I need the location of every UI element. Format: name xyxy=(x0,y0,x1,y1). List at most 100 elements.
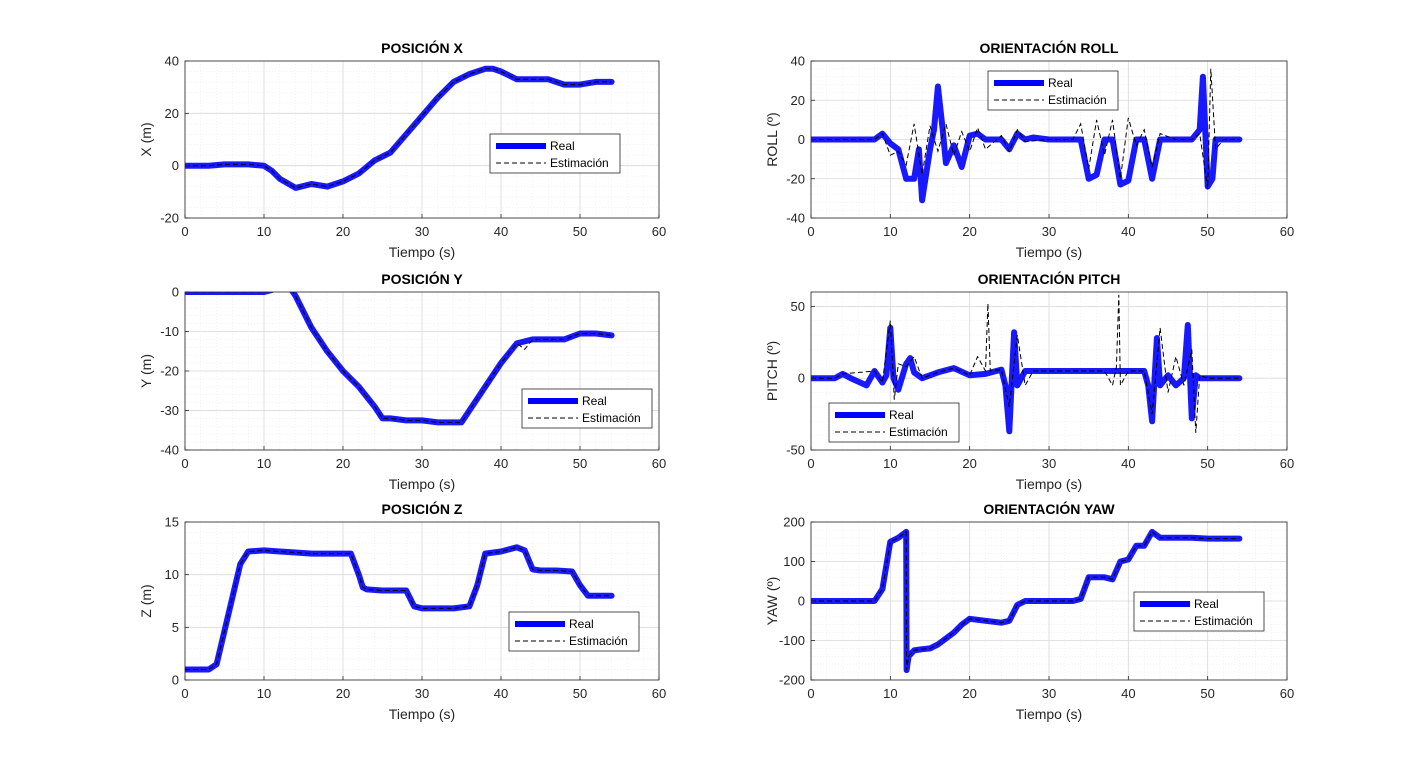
legend-real-label: Real xyxy=(550,139,575,153)
x-tick-label: 10 xyxy=(257,224,271,239)
legend-real-label: Real xyxy=(889,408,914,422)
y-tick-label: 10 xyxy=(165,567,179,582)
y-tick-label: 0 xyxy=(172,673,179,688)
x-tick-label: 60 xyxy=(652,456,666,471)
y-tick-label: 0 xyxy=(172,285,179,300)
x-tick-label: 0 xyxy=(807,224,814,239)
x-tick-label: 60 xyxy=(1280,456,1294,471)
y-tick-label: 40 xyxy=(165,54,179,69)
x-tick-label: 0 xyxy=(181,686,188,701)
x-tick-label: 10 xyxy=(883,456,897,471)
x-tick-label: 20 xyxy=(962,224,976,239)
x-tick-label: 60 xyxy=(1280,224,1294,239)
x-tick-label: 50 xyxy=(1200,224,1214,239)
x-tick-label: 30 xyxy=(1042,456,1056,471)
x-tick-label: 20 xyxy=(962,686,976,701)
chart-title: POSICIÓN Z xyxy=(382,500,463,517)
legend-real-label: Real xyxy=(1048,76,1073,90)
y-tick-label: 0 xyxy=(798,371,805,386)
legend-box xyxy=(521,388,653,429)
y-tick-label: 40 xyxy=(791,54,805,69)
x-tick-label: 0 xyxy=(181,456,188,471)
series-estimacion-line xyxy=(811,530,1240,671)
legend-box xyxy=(508,611,640,652)
legend: Real Estimación xyxy=(508,611,640,652)
x-tick-label: 20 xyxy=(962,456,976,471)
y-tick-label: 0 xyxy=(172,158,179,173)
x-tick-label: 20 xyxy=(336,686,350,701)
subplot-orientacion-roll: 0 10 20 30 40 50 60 -40 -20 0 20 40 ORIENTACIÓN ROLL… xyxy=(764,39,1294,260)
chart-title: POSICIÓN X xyxy=(381,39,463,56)
y-tick-label: 100 xyxy=(783,554,805,569)
legend: Real Estimación xyxy=(489,133,621,174)
y-tick-label: 15 xyxy=(165,515,179,530)
series-group xyxy=(811,528,1243,674)
x-tick-label: 40 xyxy=(494,456,508,471)
x-tick-label: 50 xyxy=(573,224,587,239)
legend-estimacion-label: Estimación xyxy=(889,425,948,439)
x-tick-label: 60 xyxy=(652,686,666,701)
x-tick-label: 10 xyxy=(257,686,271,701)
y-tick-label: -50 xyxy=(786,443,805,458)
y-axis-label: Y (m) xyxy=(138,354,154,388)
y-tick-label: -20 xyxy=(160,364,179,379)
x-tick-label: 30 xyxy=(415,224,429,239)
legend: Real Estimación xyxy=(828,402,960,443)
x-tick-label: 20 xyxy=(336,224,350,239)
y-tick-label: -200 xyxy=(779,673,805,688)
x-axis-label: Tiempo (s) xyxy=(389,244,455,260)
y-axis-label: ROLL (º) xyxy=(764,112,780,166)
legend: Real Estimación xyxy=(987,70,1119,111)
x-tick-label: 40 xyxy=(1121,456,1135,471)
legend-real-label: Real xyxy=(569,617,594,631)
x-tick-label: 10 xyxy=(883,224,897,239)
y-tick-label: 200 xyxy=(783,515,805,530)
y-tick-label: -20 xyxy=(160,211,179,226)
legend-estimacion-label: Estimación xyxy=(1194,614,1253,628)
legend-estimacion-label: Estimación xyxy=(550,156,609,170)
x-tick-label: 10 xyxy=(883,686,897,701)
y-axis-label: PITCH (º) xyxy=(764,341,780,401)
y-tick-label: 20 xyxy=(165,106,179,121)
x-tick-label: 50 xyxy=(1200,686,1214,701)
x-tick-label: 50 xyxy=(1200,456,1214,471)
chart-title: POSICIÓN Y xyxy=(381,270,463,287)
x-tick-label: 40 xyxy=(494,686,508,701)
subplot-posicion-y: 0 10 20 30 40 50 60 -40 -30 -20 -10 0 POSICIÓN Y Tiem… xyxy=(138,270,666,492)
x-axis-label: Tiempo (s) xyxy=(1016,244,1082,260)
y-axis-label: YAW (º) xyxy=(764,577,780,626)
x-tick-label: 30 xyxy=(415,456,429,471)
series-estimacion-line xyxy=(811,294,1240,433)
y-tick-label: 0 xyxy=(798,594,805,609)
y-axis-label: Z (m) xyxy=(138,584,154,617)
chart-title: ORIENTACIÓN YAW xyxy=(983,500,1115,517)
x-tick-label: 40 xyxy=(1121,224,1135,239)
x-tick-label: 60 xyxy=(1280,686,1294,701)
x-tick-label: 0 xyxy=(807,456,814,471)
series-group xyxy=(811,294,1243,435)
legend-estimacion-label: Estimación xyxy=(582,411,641,425)
y-tick-label: 20 xyxy=(791,93,805,108)
legend-real-label: Real xyxy=(582,394,607,408)
y-tick-label: -20 xyxy=(786,171,805,186)
legend-estimacion-label: Estimación xyxy=(569,634,628,648)
legend-box xyxy=(987,70,1119,111)
x-tick-label: 30 xyxy=(415,686,429,701)
subplot-posicion-z: 0 10 20 30 40 50 60 0 5 10 15 POSICIÓN Z Tiempo (s) Z… xyxy=(138,500,666,722)
chart-title: ORIENTACIÓN ROLL xyxy=(980,39,1119,56)
legend: Real Estimación xyxy=(1133,591,1265,632)
x-axis-label: Tiempo (s) xyxy=(1016,476,1082,492)
y-tick-label: -100 xyxy=(779,633,805,648)
x-tick-label: 40 xyxy=(1121,686,1135,701)
legend-box xyxy=(1133,591,1265,632)
y-tick-label: -40 xyxy=(160,443,179,458)
series-group xyxy=(185,292,615,426)
y-tick-label: 0 xyxy=(798,132,805,147)
x-tick-label: 50 xyxy=(573,686,587,701)
x-tick-label: 60 xyxy=(652,224,666,239)
legend-box xyxy=(828,402,960,443)
x-tick-label: 30 xyxy=(1042,686,1056,701)
y-tick-label: 50 xyxy=(791,299,805,314)
